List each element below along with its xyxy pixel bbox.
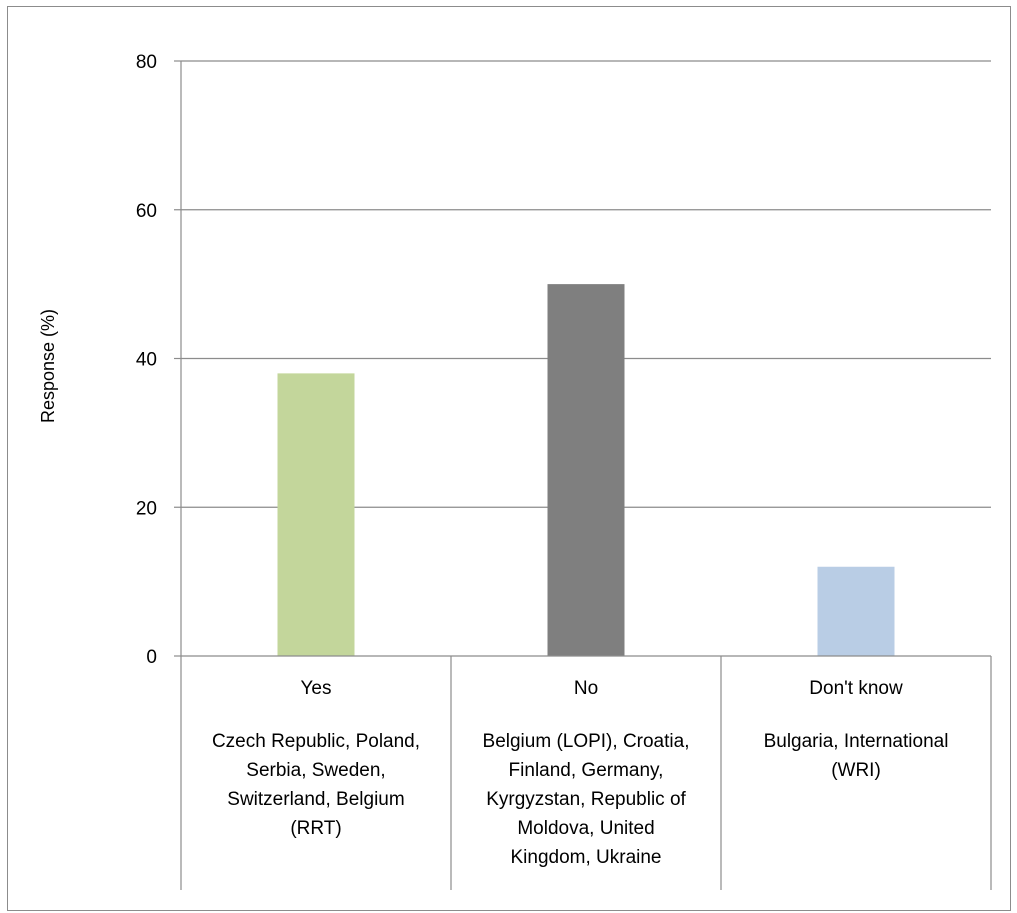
bars: [277, 284, 895, 656]
category-note: Finland, Germany,: [509, 760, 664, 781]
category-note: Kingdom, Ukraine: [510, 847, 661, 868]
y-tick-label: 60: [136, 201, 157, 222]
category-label: No: [574, 678, 598, 699]
bar-no: [547, 284, 625, 656]
category-note: Switzerland, Belgium: [227, 789, 404, 810]
category-note: Czech Republic, Poland,: [212, 731, 420, 752]
y-tick-label: 20: [136, 498, 157, 519]
category-note: Kyrgyzstan, Republic of: [486, 789, 686, 810]
category-note: Serbia, Sweden,: [246, 760, 385, 781]
category-note: (RRT): [290, 818, 341, 839]
axes: [174, 60, 992, 890]
y-tick-label: 40: [136, 350, 157, 371]
bar-yes: [277, 373, 355, 656]
y-tick-label: 80: [136, 52, 157, 73]
category-note: Belgium (LOPI), Croatia,: [483, 731, 690, 752]
y-tick-label: 0: [146, 647, 157, 668]
category-label: Don't know: [809, 678, 903, 699]
category-label: Yes: [301, 678, 332, 699]
y-axis-label: Response (%): [38, 309, 58, 423]
category-note: Bulgaria, International: [764, 731, 949, 752]
category-labels: Yes Czech Republic, Poland, Serbia, Sweden…: [212, 678, 948, 868]
category-note: Moldova, United: [517, 818, 654, 839]
y-tick-labels: 0 20 40 60 80: [136, 52, 157, 668]
category-note: (WRI): [831, 760, 881, 781]
chart-frame: [7, 6, 1011, 911]
bar-don-t-know: [817, 566, 895, 656]
